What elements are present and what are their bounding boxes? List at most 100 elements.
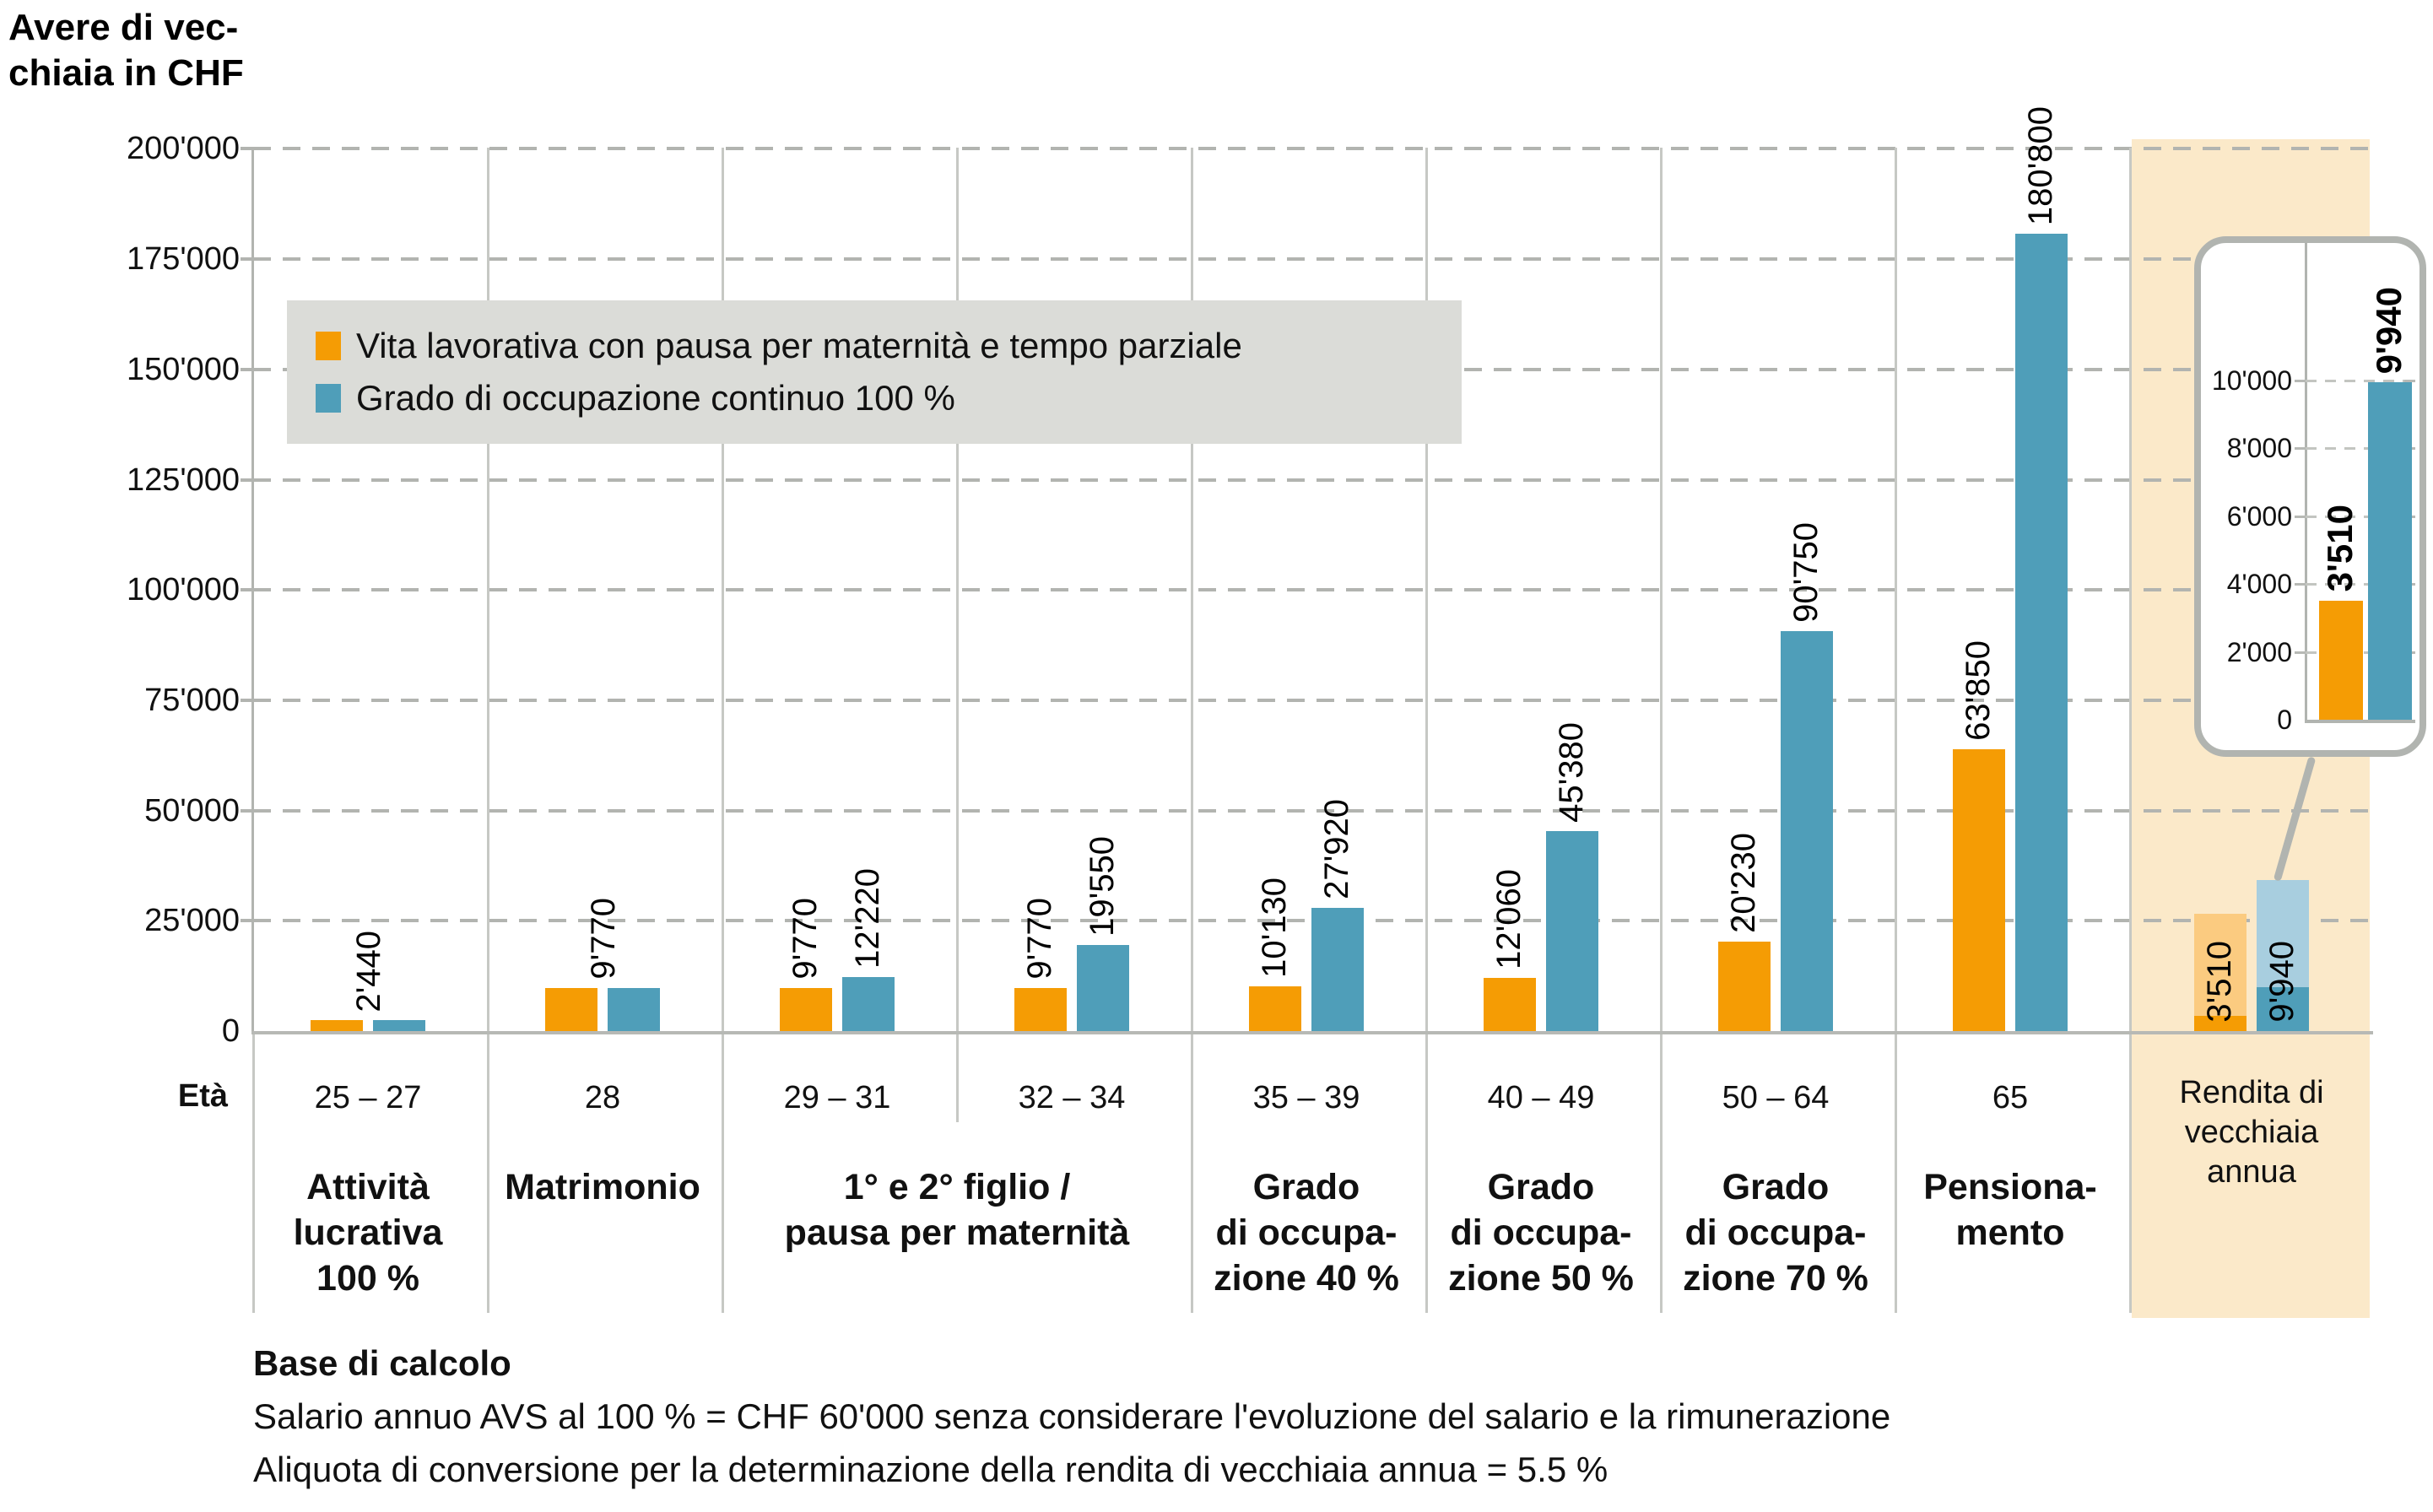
category-separator-line-lower (2129, 1031, 2132, 1313)
y-tick-label: 100'000 (126, 572, 240, 608)
inset-divider-line (2305, 243, 2307, 723)
y-tick-label: 150'000 (126, 351, 240, 387)
age-label: 28 (584, 1080, 621, 1115)
inset-tick-label: 6'000 (2226, 500, 2292, 532)
y-tick (241, 478, 253, 482)
category-separator-line-lower (1191, 1031, 1193, 1313)
inset-tick (2295, 651, 2306, 654)
y-tick (241, 698, 253, 702)
category-separator-line-lower (722, 1031, 724, 1313)
category-separator-line (1895, 148, 1897, 1031)
bar-full (2015, 233, 2068, 1031)
inset-tick-label: 8'000 (2226, 433, 2292, 463)
bar-maternity (1249, 986, 1301, 1031)
bar-value-label: 90'750 (1787, 521, 1825, 623)
legend-swatch-maternity (316, 332, 341, 360)
annuity-bar-maternity-faded (2194, 914, 2246, 1031)
inset-bar-maternity (2319, 600, 2363, 720)
bar-full (1546, 830, 1598, 1031)
y-gridline (253, 147, 2373, 151)
footnote-line2: Aliquota di conversione per la determina… (253, 1450, 1608, 1489)
age-label: 35 – 39 (1252, 1080, 1360, 1115)
bar-maternity (311, 1020, 363, 1031)
category-separator-line-lower (487, 1031, 489, 1313)
inset-tick (2295, 379, 2306, 382)
chart-title-line2: chiaia in CHF (8, 52, 244, 94)
inset-tick (2295, 515, 2306, 518)
inset-tick-label: 2'000 (2226, 636, 2292, 667)
y-tick-label: 0 (221, 1013, 240, 1049)
age-label: 25 – 27 (314, 1080, 422, 1115)
footnote: Base di calcolo Salario annuo AVS al 100… (253, 1336, 1890, 1496)
inset-tick-label: 0 (2277, 705, 2292, 735)
category-separator-line-lower (1425, 1031, 1428, 1313)
y-tick-label: 175'000 (126, 241, 240, 278)
y-gridline (253, 698, 2373, 702)
footnote-title: Base di calcolo (253, 1343, 511, 1383)
category-separator-line (487, 148, 489, 1031)
legend-label-maternity: Vita lavorativa con pausa per maternità … (356, 326, 1242, 365)
age-label: 50 – 64 (1722, 1080, 1830, 1115)
annuity-bar-full (2257, 987, 2309, 1031)
x-axis-baseline (251, 1031, 2373, 1034)
chart-title-line1: Avere di vec- (8, 7, 239, 48)
category-label: Matrimonio (505, 1167, 700, 1207)
inset-value-label: 3'510 (2319, 505, 2360, 592)
y-tick (241, 588, 253, 592)
y-tick (241, 919, 253, 923)
category-separator-line-lower (252, 1031, 255, 1313)
inset-baseline (2306, 720, 2415, 723)
category-label: Attività lucrativa 100 % (293, 1167, 443, 1299)
age-axis-label: Età (177, 1078, 228, 1114)
bar-value-label: 45'380 (1553, 721, 1590, 823)
legend: Vita lavorativa con pausa per maternità … (287, 300, 1462, 444)
legend-label-full: Grado di occupazione continuo 100 % (356, 378, 955, 418)
chart-title: Avere di vec- chiaia in CHF (8, 5, 244, 96)
bar-maternity (1953, 749, 2005, 1031)
bar-full (373, 1020, 425, 1031)
legend-item-maternity: Vita lavorativa con pausa per maternità … (316, 327, 1462, 365)
bar-value-label: 180'800 (2022, 105, 2059, 225)
bar-value-label: 12'220 (849, 868, 886, 969)
y-tick-label: 125'000 (126, 462, 240, 498)
bar-value-label: 9'770 (787, 898, 824, 980)
category-separator-line (722, 148, 724, 1031)
inset-gridline (2306, 515, 2415, 518)
bar-value-label: 9'770 (1021, 898, 1058, 980)
bar-full (842, 977, 895, 1031)
category-separator-line (1425, 148, 1428, 1031)
bar-value-label: 2'440 (350, 930, 387, 1012)
category-label: Grado di occupa-zione 50 % (1448, 1167, 1634, 1299)
bar-full (1077, 944, 1129, 1031)
inset-tick (2295, 447, 2306, 450)
category-separator-line (1660, 148, 1663, 1031)
y-gridline (253, 588, 2373, 592)
age-label: 29 – 31 (783, 1080, 891, 1115)
bar-full (1311, 908, 1364, 1031)
age-label: 65 (1992, 1080, 2029, 1115)
bar-value-label: 19'550 (1084, 835, 1121, 937)
y-tick-label: 200'000 (126, 131, 240, 167)
y-tick (241, 257, 253, 262)
annuity-value-label: 9'940 (2263, 941, 2301, 1023)
bar-maternity (545, 987, 597, 1031)
bar-value-label: 63'850 (1960, 640, 1997, 742)
bar-value-label: 20'230 (1725, 833, 1762, 934)
inset-tick-label: 4'000 (2226, 569, 2292, 599)
y-axis-line (251, 148, 254, 1031)
footnote-line1: Salario annuo AVS al 100 % = CHF 60'000 … (253, 1396, 1891, 1436)
bar-value-label: 12'060 (1490, 869, 1527, 969)
category-separator-line-lower (1660, 1031, 1663, 1313)
category-label: Grado di occupa-zione 40 % (1214, 1167, 1399, 1299)
y-tick (241, 808, 253, 813)
bar-full (608, 987, 660, 1031)
inset-tick-label: 10'000 (2211, 364, 2292, 396)
age-label: 40 – 49 (1487, 1080, 1595, 1115)
y-gridline (253, 257, 2373, 262)
legend-item-full: Grado di occupazione continuo 100 % (316, 379, 1462, 418)
category-separator-line (2129, 148, 2132, 1031)
bar-maternity (1484, 977, 1536, 1031)
y-tick-label: 50'000 (144, 792, 240, 829)
inset-gridline (2306, 379, 2415, 382)
